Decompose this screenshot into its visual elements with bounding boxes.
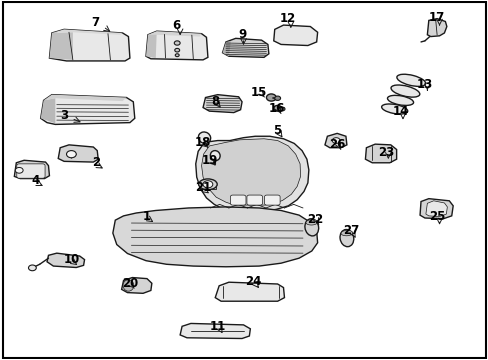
Text: 18: 18 <box>194 136 211 149</box>
Circle shape <box>274 96 280 100</box>
Polygon shape <box>425 201 447 217</box>
Ellipse shape <box>386 95 413 105</box>
Ellipse shape <box>381 104 407 114</box>
Polygon shape <box>222 39 268 57</box>
Ellipse shape <box>198 179 217 190</box>
Text: 19: 19 <box>202 154 218 167</box>
Polygon shape <box>419 199 452 219</box>
Circle shape <box>175 54 179 57</box>
Text: 7: 7 <box>92 17 100 30</box>
Polygon shape <box>180 323 250 338</box>
Polygon shape <box>215 282 284 301</box>
Polygon shape <box>47 253 84 267</box>
Ellipse shape <box>390 85 419 97</box>
Text: 12: 12 <box>279 12 295 25</box>
Polygon shape <box>199 184 216 189</box>
Polygon shape <box>49 30 130 61</box>
Text: 17: 17 <box>428 12 444 24</box>
Text: 9: 9 <box>238 28 245 41</box>
Polygon shape <box>52 30 122 35</box>
Polygon shape <box>122 278 152 293</box>
Text: 3: 3 <box>60 109 68 122</box>
Text: 6: 6 <box>172 19 180 32</box>
Ellipse shape <box>339 230 353 247</box>
Ellipse shape <box>305 219 318 236</box>
Polygon shape <box>325 134 346 148</box>
Text: 11: 11 <box>209 320 225 333</box>
Polygon shape <box>148 31 201 37</box>
Polygon shape <box>43 95 126 101</box>
Circle shape <box>28 265 36 271</box>
Polygon shape <box>41 98 55 123</box>
Text: 23: 23 <box>377 145 393 158</box>
Polygon shape <box>195 136 308 211</box>
Circle shape <box>15 167 23 173</box>
Polygon shape <box>113 207 317 267</box>
Text: 2: 2 <box>92 156 100 169</box>
Text: 14: 14 <box>391 105 408 118</box>
Circle shape <box>280 107 285 111</box>
Polygon shape <box>273 25 317 45</box>
Text: 24: 24 <box>244 275 261 288</box>
Polygon shape <box>14 160 49 179</box>
Text: 8: 8 <box>211 95 219 108</box>
Polygon shape <box>41 95 135 125</box>
FancyBboxPatch shape <box>230 195 245 205</box>
Polygon shape <box>365 144 396 163</box>
Text: 1: 1 <box>142 210 151 223</box>
Circle shape <box>266 94 276 101</box>
Polygon shape <box>201 139 300 205</box>
FancyBboxPatch shape <box>17 164 45 178</box>
Polygon shape <box>49 32 73 60</box>
Text: 5: 5 <box>272 124 281 137</box>
Ellipse shape <box>305 220 317 225</box>
Ellipse shape <box>396 74 425 86</box>
Text: 21: 21 <box>195 181 211 194</box>
Circle shape <box>66 150 76 158</box>
Text: 13: 13 <box>416 78 432 91</box>
FancyBboxPatch shape <box>246 195 262 205</box>
Text: 16: 16 <box>268 102 285 115</box>
Polygon shape <box>427 19 446 37</box>
Text: 22: 22 <box>306 213 323 226</box>
Text: 25: 25 <box>428 210 445 223</box>
Text: 20: 20 <box>122 277 138 290</box>
FancyBboxPatch shape <box>264 195 280 205</box>
Ellipse shape <box>123 280 134 291</box>
Ellipse shape <box>340 230 352 236</box>
Text: 27: 27 <box>342 224 358 238</box>
Polygon shape <box>222 41 230 56</box>
Text: 15: 15 <box>250 86 267 99</box>
Ellipse shape <box>210 150 220 161</box>
Polygon shape <box>146 32 157 58</box>
Circle shape <box>203 181 212 188</box>
Circle shape <box>174 41 180 45</box>
Polygon shape <box>203 95 242 113</box>
Text: 26: 26 <box>328 138 345 151</box>
Text: 10: 10 <box>63 253 80 266</box>
Ellipse shape <box>198 132 210 143</box>
Polygon shape <box>58 145 98 162</box>
Circle shape <box>273 105 281 111</box>
Text: 4: 4 <box>32 174 40 187</box>
Polygon shape <box>146 31 207 60</box>
Circle shape <box>174 48 179 52</box>
Circle shape <box>331 138 339 143</box>
